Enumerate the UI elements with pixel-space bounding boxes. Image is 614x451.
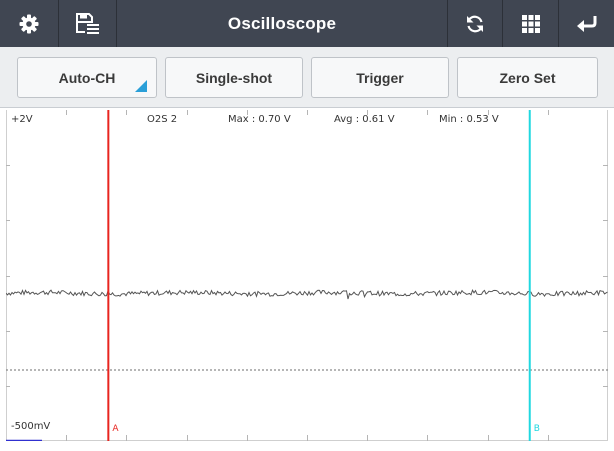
save-list-icon — [75, 12, 100, 35]
single-shot-button[interactable]: Single-shot — [165, 57, 303, 98]
trigger-label: Trigger — [356, 69, 404, 86]
grid-button[interactable] — [502, 0, 558, 47]
auto-ch-button[interactable]: Auto-CH — [17, 57, 157, 98]
scope-graph — [6, 110, 608, 441]
y-max-label: +2V — [11, 114, 33, 125]
refresh-button[interactable] — [447, 0, 502, 47]
min-readout: Min : 0.53 V — [439, 114, 499, 125]
back-button[interactable] — [558, 0, 614, 47]
avg-readout: Avg : 0.61 V — [334, 114, 395, 125]
cursor-a-label: A — [112, 424, 119, 434]
title-bar: Oscilloscope — [0, 0, 614, 47]
toolbar: Auto-CH Single-shot Trigger Zero Set — [0, 47, 614, 108]
channel-name: O2S 2 — [147, 114, 178, 125]
auto-ch-label: Auto-CH — [58, 69, 116, 86]
zero-set-label: Zero Set — [499, 69, 556, 86]
single-shot-label: Single-shot — [195, 69, 273, 86]
trigger-button[interactable]: Trigger — [311, 57, 449, 98]
signal-trace — [6, 288, 608, 300]
dropdown-corner-icon — [135, 80, 147, 92]
zero-set-button[interactable]: Zero Set — [457, 57, 598, 98]
return-icon — [576, 14, 598, 34]
scope-display[interactable]: +2V O2S 2 Max : 0.70 V Avg : 0.61 V Min … — [6, 110, 608, 441]
cursor-b-label: B — [533, 424, 540, 434]
gear-icon — [19, 14, 39, 34]
settings-button[interactable] — [0, 0, 59, 47]
grid-ticks — [6, 110, 608, 441]
max-readout: Max : 0.70 V — [228, 114, 291, 125]
grid-icon — [521, 14, 540, 33]
y-min-label: -500mV — [11, 421, 51, 432]
save-button[interactable] — [59, 0, 117, 47]
refresh-icon — [465, 14, 485, 34]
page-title: Oscilloscope — [227, 13, 337, 33]
